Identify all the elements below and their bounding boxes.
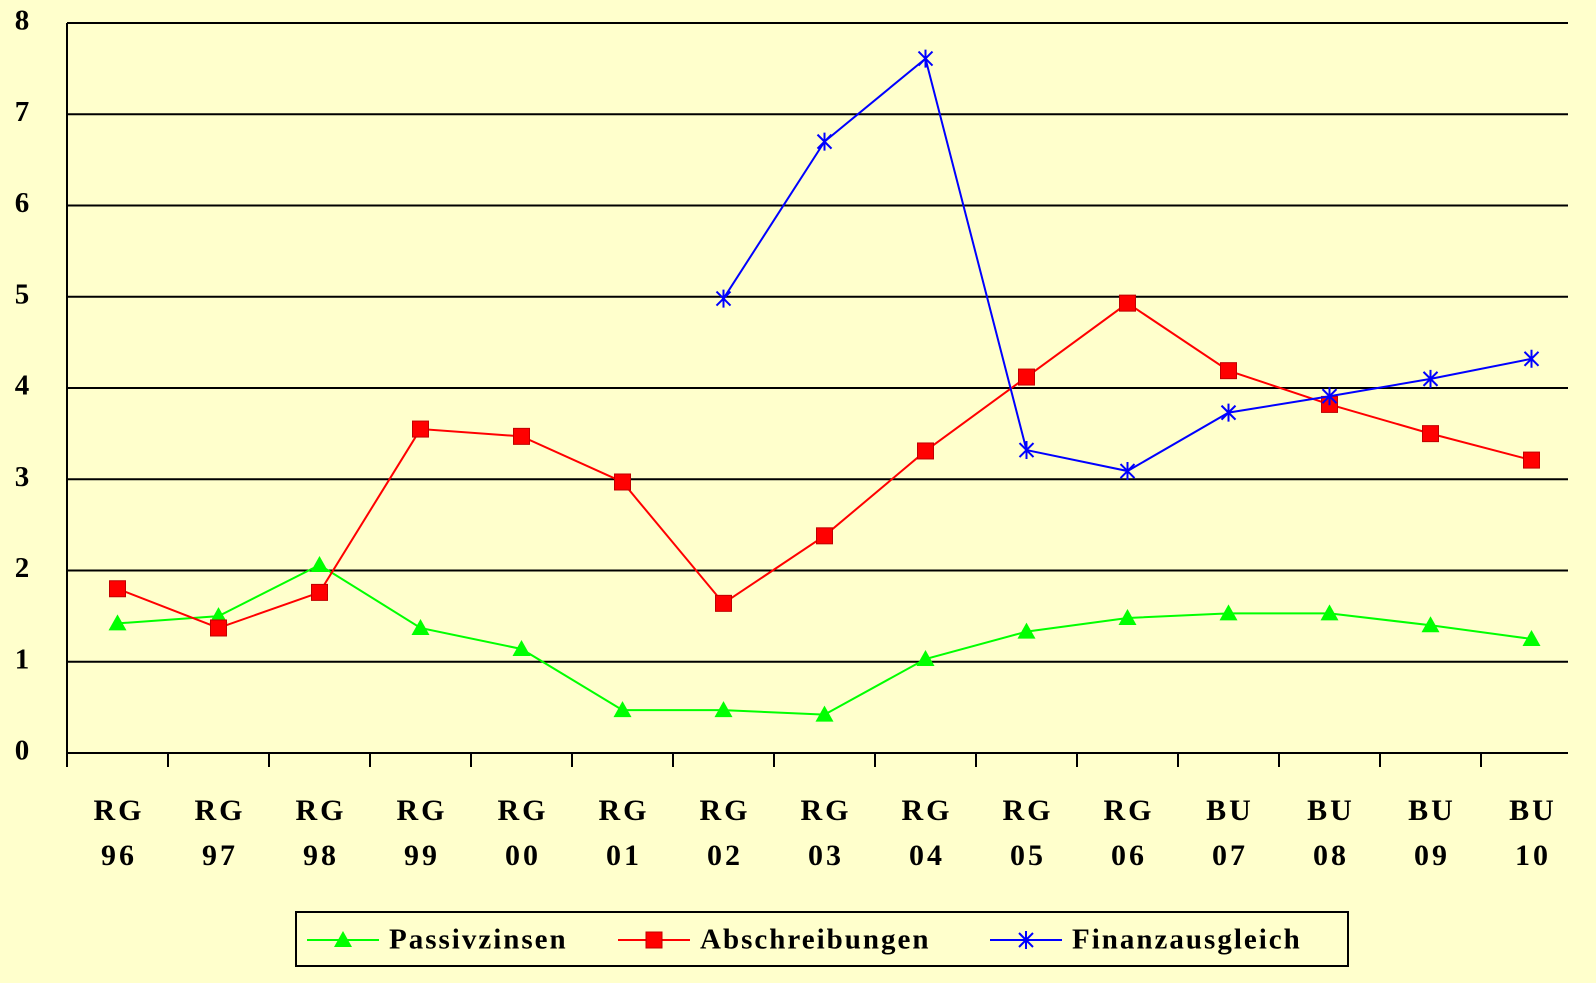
y-tick-label: 6 bbox=[15, 187, 30, 219]
marker bbox=[310, 556, 329, 573]
marker bbox=[715, 289, 732, 308]
marker bbox=[816, 132, 833, 151]
x-tick-label: RG 96 bbox=[93, 794, 145, 872]
x-tick-label: RG 00 bbox=[497, 794, 549, 872]
y-tick-label: 0 bbox=[15, 735, 30, 767]
marker bbox=[108, 614, 127, 631]
x-tick-label: RG 03 bbox=[800, 794, 852, 872]
legend: Passivzinsen Abschreibungen Finanzausgleic… bbox=[295, 911, 1349, 967]
x-tick-label: RG 99 bbox=[396, 794, 448, 872]
marker bbox=[1118, 608, 1137, 625]
marker bbox=[1522, 629, 1541, 646]
y-tick-label: 3 bbox=[15, 461, 30, 493]
legend-label: Passivzinsen bbox=[389, 924, 568, 956]
marker bbox=[1119, 294, 1136, 312]
legend-label: Abschreibungen bbox=[700, 924, 931, 956]
marker bbox=[917, 442, 934, 460]
y-tick-label: 7 bbox=[15, 96, 30, 128]
marker bbox=[1018, 368, 1035, 386]
marker bbox=[334, 931, 352, 947]
x-tick-label: BU 09 bbox=[1408, 794, 1456, 872]
legend-label: Finanzausgleich bbox=[1072, 924, 1302, 956]
marker bbox=[1321, 387, 1338, 406]
y-tick-label: 1 bbox=[15, 643, 30, 675]
legend-box bbox=[295, 911, 1349, 967]
x-tick-label: RG 97 bbox=[194, 794, 246, 872]
marker bbox=[816, 527, 833, 545]
marker bbox=[1219, 604, 1238, 621]
y-tick-label: 2 bbox=[15, 552, 30, 584]
series-line bbox=[117, 301, 1532, 630]
marker bbox=[513, 427, 530, 445]
marker bbox=[916, 650, 935, 667]
y-tick-label: 8 bbox=[15, 5, 30, 37]
marker bbox=[1018, 931, 1034, 949]
x-tick-label: RG 05 bbox=[1002, 794, 1054, 872]
marker bbox=[613, 701, 632, 718]
marker bbox=[1320, 604, 1339, 621]
x-tick-label: RG 98 bbox=[295, 794, 347, 872]
marker bbox=[1523, 451, 1540, 469]
marker bbox=[645, 931, 663, 949]
marker bbox=[1119, 462, 1136, 481]
marker bbox=[512, 639, 531, 656]
series-line bbox=[722, 56, 1532, 473]
marker bbox=[815, 705, 834, 722]
marker bbox=[917, 49, 934, 68]
series-line bbox=[117, 563, 1532, 716]
x-tick-label: RG 04 bbox=[901, 794, 953, 872]
marker bbox=[210, 619, 227, 637]
x-tick-label: BU 08 bbox=[1307, 794, 1355, 872]
marker bbox=[311, 583, 328, 601]
marker bbox=[1422, 369, 1439, 388]
x-tick-label: BU 10 bbox=[1509, 794, 1557, 872]
marker bbox=[1523, 349, 1540, 368]
marker bbox=[715, 594, 732, 612]
marker bbox=[209, 607, 228, 624]
marker bbox=[411, 618, 430, 635]
marker bbox=[1220, 403, 1237, 422]
x-tick-label: RG 06 bbox=[1103, 794, 1155, 872]
x-tick-label: RG 02 bbox=[699, 794, 751, 872]
x-tick-label: BU 07 bbox=[1206, 794, 1254, 872]
marker bbox=[714, 701, 733, 718]
marker bbox=[614, 473, 631, 491]
marker bbox=[109, 580, 126, 598]
y-tick-label: 5 bbox=[15, 278, 30, 310]
marker bbox=[1017, 622, 1036, 639]
marker bbox=[1422, 425, 1439, 443]
marker bbox=[1220, 362, 1237, 380]
x-tick-label: RG 01 bbox=[598, 794, 650, 872]
y-tick-label: 4 bbox=[15, 370, 30, 402]
marker bbox=[412, 420, 429, 438]
marker bbox=[1018, 441, 1035, 460]
marker bbox=[1421, 616, 1440, 633]
